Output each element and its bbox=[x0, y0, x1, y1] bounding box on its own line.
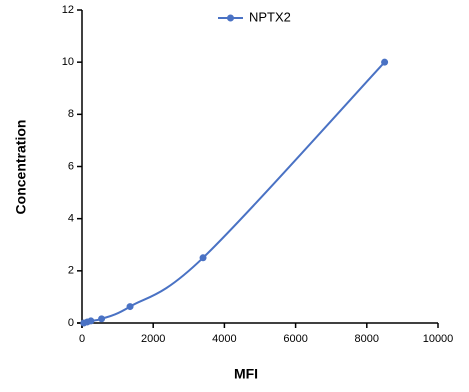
y-tick-label: 12 bbox=[62, 4, 74, 16]
y-tick-label: 0 bbox=[68, 317, 74, 329]
y-tick-label: 10 bbox=[62, 56, 74, 68]
x-tick-label: 6000 bbox=[283, 333, 307, 345]
y-axis-title: Concentration bbox=[13, 120, 29, 215]
series-line bbox=[83, 61, 386, 324]
x-tick-label: 2000 bbox=[141, 333, 165, 345]
y-tick-label: 2 bbox=[68, 265, 74, 277]
x-tick-label: 4000 bbox=[212, 333, 236, 345]
data-point bbox=[126, 303, 134, 311]
data-point bbox=[199, 254, 207, 262]
y-tick-label: 6 bbox=[68, 160, 74, 172]
legend-marker bbox=[227, 14, 234, 22]
data-point bbox=[381, 58, 389, 66]
x-tick-label: 0 bbox=[79, 333, 85, 345]
x-tick-label: 8000 bbox=[355, 333, 379, 345]
data-point bbox=[98, 315, 106, 323]
x-axis-title: MFI bbox=[234, 366, 258, 382]
legend-text: NPTX2 bbox=[249, 9, 291, 24]
x-tick-label: 10000 bbox=[423, 333, 454, 345]
y-tick-label: 8 bbox=[68, 108, 74, 120]
y-tick-label: 4 bbox=[68, 213, 74, 225]
data-point bbox=[87, 317, 95, 325]
